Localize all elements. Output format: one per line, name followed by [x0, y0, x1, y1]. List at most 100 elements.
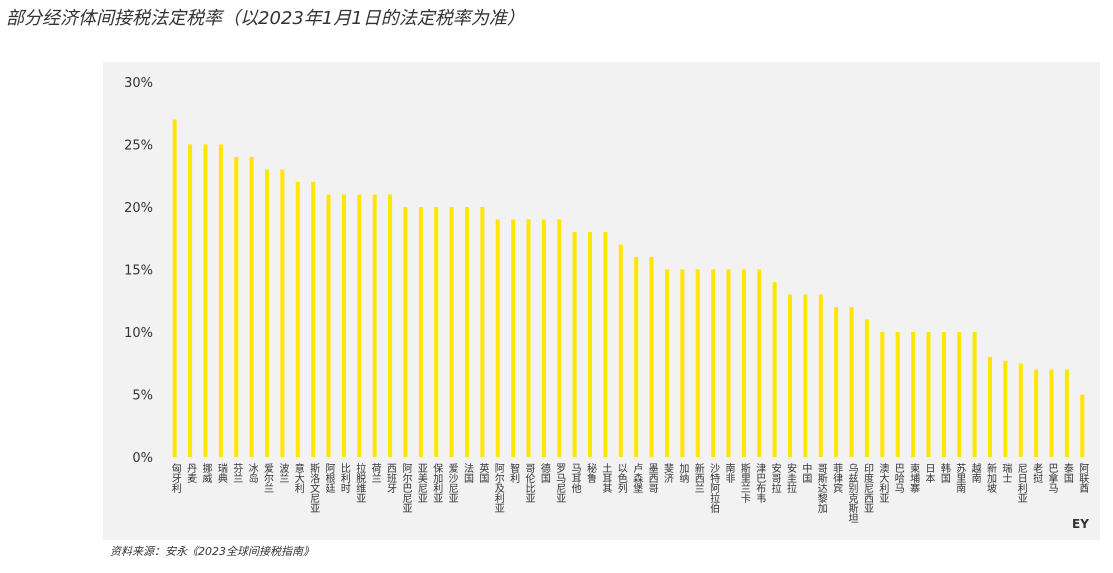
bar — [357, 194, 362, 457]
bar — [1034, 369, 1039, 457]
bar — [172, 119, 177, 457]
bar — [480, 207, 485, 457]
x-tick-label: 英国 — [477, 462, 489, 484]
x-tick-label: 意大利 — [292, 462, 304, 493]
logo: EY — [1072, 517, 1089, 531]
bar — [803, 294, 808, 457]
bar — [618, 244, 623, 457]
x-tick-label: 丹麦 — [185, 463, 197, 484]
bar — [634, 257, 639, 457]
chart-panel — [103, 62, 1100, 540]
bar — [434, 207, 439, 457]
bar — [972, 332, 977, 457]
bar — [926, 332, 931, 457]
bar — [957, 332, 962, 457]
bar — [1018, 363, 1023, 457]
x-tick-label: 爱沙尼亚 — [446, 462, 458, 503]
y-tick-label: 15% — [124, 264, 153, 279]
bar — [388, 194, 393, 457]
x-tick-label: 哥伦比亚 — [523, 463, 535, 503]
x-tick-label: 越南 — [969, 462, 981, 483]
x-tick-label: 比利时 — [338, 463, 350, 493]
bar — [757, 269, 762, 457]
y-tick-label: 0% — [132, 451, 153, 466]
x-tick-label: 瑞士 — [1000, 463, 1012, 483]
bar — [834, 307, 839, 457]
bar — [818, 294, 823, 457]
bar — [726, 269, 731, 457]
x-tick-label: 以色列 — [615, 463, 627, 494]
bar — [234, 157, 239, 457]
bar — [203, 144, 208, 457]
x-tick-label: 巴哈马 — [892, 463, 904, 494]
bar — [741, 269, 746, 457]
x-tick-label: 德国 — [538, 462, 550, 484]
y-tick-label: 25% — [124, 139, 153, 154]
bar — [249, 157, 254, 457]
bar — [541, 219, 546, 457]
x-tick-label: 荷兰 — [369, 463, 381, 483]
x-tick-label: 阿尔巴尼亚 — [400, 463, 412, 513]
x-tick-label: 菲律宾 — [831, 463, 843, 494]
bar — [418, 207, 423, 457]
bar — [557, 219, 562, 457]
bar — [895, 332, 900, 457]
x-tick-label: 泰国 — [1061, 462, 1073, 484]
bar — [264, 169, 269, 457]
bar — [880, 332, 885, 457]
bar — [588, 232, 593, 457]
x-tick-label: 津巴布韦 — [754, 463, 766, 504]
x-tick-label: 芬兰 — [231, 463, 243, 483]
x-tick-label: 苏里南 — [954, 462, 966, 493]
x-tick-label: 安哥拉 — [769, 462, 781, 494]
x-tick-label: 爱尔兰 — [261, 462, 273, 493]
x-tick-label: 巴拿马 — [1046, 463, 1058, 494]
bar — [1003, 360, 1008, 457]
x-tick-label: 印度尼西亚 — [861, 463, 873, 513]
bar — [664, 269, 669, 457]
x-tick-label: 波兰 — [277, 462, 289, 483]
x-tick-label: 乌兹别克斯坦 — [846, 462, 858, 523]
bar — [511, 219, 516, 457]
bar — [449, 207, 454, 457]
x-tick-label: 中国 — [800, 462, 812, 484]
x-tick-label: 瑞典 — [215, 463, 227, 484]
x-tick-label: 斯洛文尼亚 — [308, 462, 320, 513]
x-tick-label: 南非 — [723, 462, 735, 484]
bar — [1049, 369, 1054, 457]
y-tick-label: 20% — [124, 201, 153, 216]
bar — [218, 144, 223, 457]
bar — [526, 219, 531, 457]
bar — [372, 194, 377, 457]
bar — [1080, 394, 1085, 457]
x-tick-label: 老挝 — [1031, 462, 1043, 483]
bar — [695, 269, 700, 457]
bar — [280, 169, 285, 457]
x-tick-label: 亚美尼亚 — [415, 463, 427, 503]
x-tick-label: 秘鲁 — [585, 462, 597, 484]
x-tick-label: 新加坡 — [985, 462, 997, 494]
x-tick-label: 哥斯达黎加 — [815, 463, 827, 513]
x-tick-label: 罗马尼亚 — [554, 463, 566, 503]
x-tick-label: 西班牙 — [385, 463, 397, 494]
x-tick-label: 土耳其 — [600, 462, 612, 494]
bar — [603, 232, 608, 457]
x-tick-label: 阿尔及利亚 — [492, 463, 504, 513]
x-tick-label: 安圭拉 — [785, 462, 797, 494]
bar — [464, 207, 469, 457]
bar — [572, 232, 577, 457]
bar — [788, 294, 793, 457]
bar — [341, 194, 346, 457]
y-tick-label: 5% — [132, 389, 153, 404]
x-tick-label: 匈牙利 — [169, 462, 181, 493]
x-tick-label: 冰岛 — [246, 462, 258, 484]
x-tick-label: 尼日利亚 — [1015, 463, 1027, 503]
x-tick-label: 斐济 — [661, 463, 673, 483]
bar — [295, 182, 300, 457]
bar — [649, 257, 654, 457]
bar — [772, 282, 777, 457]
bar — [711, 269, 716, 457]
x-tick-label: 阿联酋 — [1077, 463, 1089, 494]
bar — [188, 144, 193, 457]
